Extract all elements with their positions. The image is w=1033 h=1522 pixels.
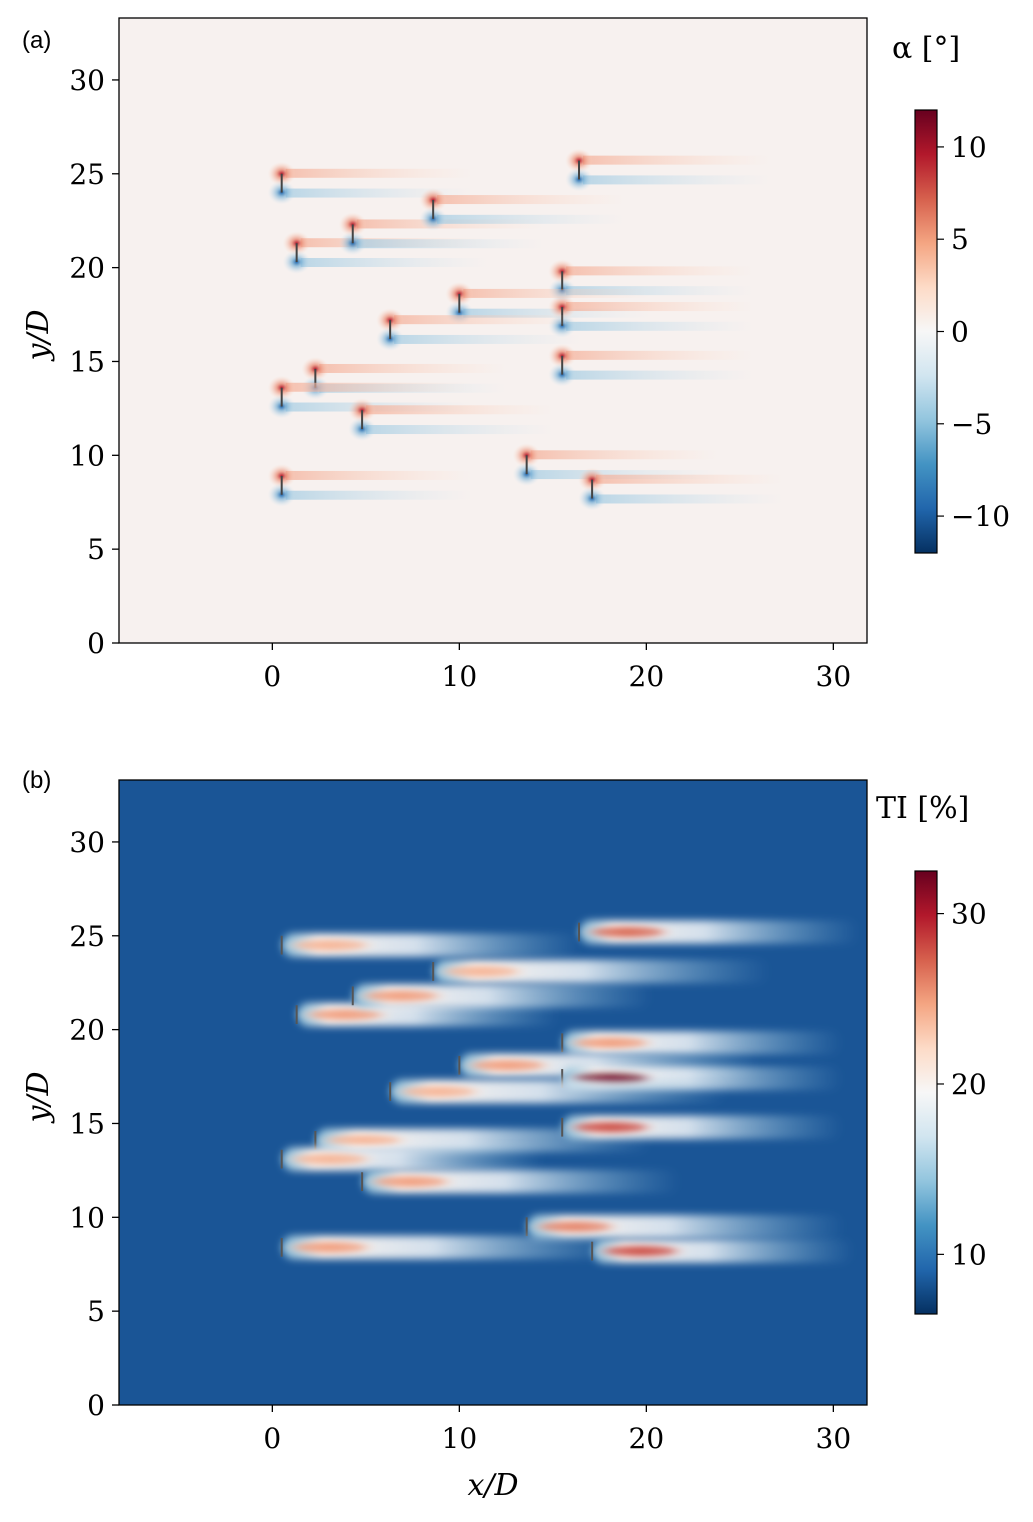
colorbar-tick-label: 5 [951,223,969,256]
wake-streak-negative [566,286,754,296]
x-tick-label: 0 [263,1422,281,1455]
wake-streak-positive [356,219,544,229]
y-tick-label: 0 [87,627,105,660]
y-tick-label: 20 [69,252,105,285]
wake-streak-positive [285,168,473,178]
wake-streak-positive [566,302,754,312]
colorbar-tick-label: 10 [951,1238,987,1271]
panel-b-label: (b) [22,767,51,794]
wake-core [560,1034,662,1051]
wake-plume [433,959,770,984]
wake-core [560,1119,662,1136]
colorbar-tick-label: −5 [951,408,992,441]
x-tick-label: 20 [629,1422,665,1455]
wake-streak-positive [530,450,718,460]
wake-streak-negative [356,239,544,249]
wake-streak-positive [285,382,473,392]
wake-core [388,1083,490,1100]
wake-core [590,1243,692,1259]
panel-a-plot-area [119,18,867,643]
wake-streak-positive [285,470,473,480]
y-tick-label: 25 [69,920,105,953]
wake-plume [281,1235,619,1259]
panel-b-frame [118,779,868,1406]
wake-streak-positive [596,474,784,484]
wake-streak-positive [566,350,754,360]
x-tick-label: 0 [263,660,281,693]
colorbar-tick-label: 30 [951,898,987,931]
colorbar-a-label: α [°] [892,31,960,66]
wake-streak-positive [583,155,771,165]
wake-streak-negative [566,321,754,331]
wake-streak-negative [300,257,488,267]
panel-b: 0 10 20 30 0 5 10 15 20 25 30 y/D x/D TI [%] 30 20 1… [21,779,987,1503]
wake-streak-positive [319,363,507,373]
panel-b-xlabel: x/D [467,1468,518,1503]
x-tick-label: 10 [442,1422,478,1455]
wake-streak-negative [366,425,554,435]
wake-streak-positive [366,405,554,415]
wake-plume [390,1079,727,1104]
panel-a-ylabel: y/D [21,309,56,362]
wake-streak-negative [285,188,473,198]
colorbar-b: 30 20 10 [914,870,987,1315]
wake-core [431,963,533,980]
y-tick-label: 15 [69,345,105,378]
y-tick-label: 30 [69,64,105,97]
y-tick-label: 10 [69,439,105,472]
colorbar-tick-label: 0 [951,316,969,349]
wake-core [577,924,679,940]
wake-streak-negative [583,175,771,185]
wake-streak-positive [394,315,582,325]
wake-core [294,1006,396,1023]
panel-a-label: (a) [22,27,51,54]
x-tick-label: 30 [816,1422,852,1455]
wake-streak-positive [437,195,625,205]
panel-a-frame [118,17,868,644]
y-tick-label: 15 [69,1107,105,1140]
wake-core [279,1151,381,1168]
colorbar-tick-label: 20 [951,1068,987,1101]
wake-core [350,987,452,1004]
y-tick-label: 25 [69,158,105,191]
wake-streak-negative [437,214,625,224]
wake-streak-positive [566,266,754,276]
y-tick-label: 10 [69,1201,105,1234]
x-tick-label: 10 [442,660,478,693]
wake-core [524,1218,626,1235]
wake-streak-negative [566,370,754,380]
colorbar-gradient [914,870,938,1315]
wake-core [360,1173,462,1190]
panel-b-plot-area [119,780,867,1405]
wake-streak-negative [394,334,582,344]
colorbar-a: 10 5 0 −5 −10 [914,109,1010,554]
wake-streak-negative [285,490,473,500]
wake-core [457,1057,559,1074]
x-tick-label: 30 [816,660,852,693]
wake-streak-negative [596,494,784,504]
x-tick-label: 20 [629,660,665,693]
y-tick-label: 0 [87,1389,105,1422]
panel-a: 0 10 20 30 0 5 10 15 20 25 30 y/D α [°] 10 5 0 −5 −10 [21,17,1010,693]
y-tick-label: 30 [69,826,105,859]
wake-streak-negative [530,470,718,480]
panel-a-axes: 0 10 20 30 0 5 10 15 20 25 30 [69,64,851,693]
colorbar-tick-label: 10 [951,131,987,164]
y-tick-label: 20 [69,1014,105,1047]
field-background [119,18,867,643]
wake-core [279,937,381,954]
panel-b-ylabel: y/D [21,1071,56,1124]
colorbar-tick-label: −10 [951,500,1010,533]
wake-streak-positive [463,288,651,298]
colorbar-b-label: TI [%] [876,791,969,826]
y-tick-label: 5 [87,1295,105,1328]
y-tick-label: 5 [87,533,105,566]
panel-b-axes: 0 10 20 30 0 5 10 15 20 25 30 [69,826,851,1455]
colorbar-gradient [914,109,938,554]
wake-core [279,1239,381,1256]
wake-core [313,1132,415,1149]
